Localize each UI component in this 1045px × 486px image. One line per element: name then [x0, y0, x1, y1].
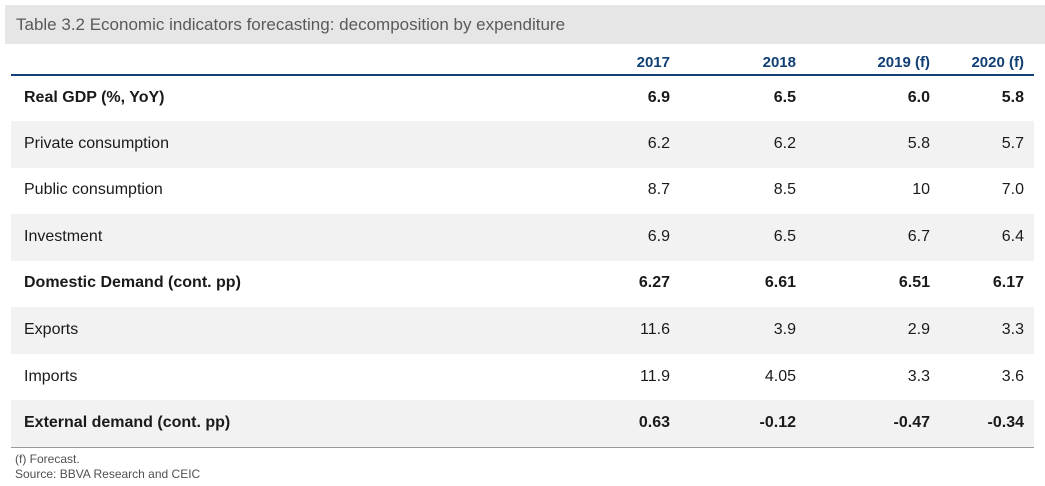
- forecast-note: (f) Forecast.: [15, 452, 80, 466]
- row-label: Private consumption: [24, 135, 169, 152]
- table-row-public-consumption: Public consumption 8.7 8.5 10 7.0: [11, 167, 1034, 214]
- row-label: Investment: [24, 228, 103, 245]
- cell-2018: 8.5: [773, 181, 796, 198]
- cell-2020: 5.8: [1001, 89, 1024, 106]
- table-row-external-demand: External demand (cont. pp) 0.63 -0.12 -0…: [11, 400, 1034, 447]
- table-row-private-consumption: Private consumption 6.2 6.2 5.8 5.7: [11, 121, 1034, 168]
- column-header-2017: 2017: [636, 54, 670, 71]
- cell-2020: 6.17: [992, 274, 1024, 291]
- cell-2017: 11.6: [640, 321, 670, 338]
- cell-2017: 6.27: [638, 274, 670, 291]
- cell-2019: 6.0: [907, 89, 930, 106]
- cell-2019: 6.7: [907, 228, 930, 245]
- cell-2020: 7.0: [1001, 181, 1024, 198]
- cell-2017: 6.9: [647, 89, 670, 106]
- table-header-row: 2017 2018 2019 (f) 2020 (f): [11, 44, 1034, 76]
- cell-2017: 6.2: [647, 135, 670, 152]
- cell-2019: 6.51: [898, 274, 930, 291]
- table-row-imports: Imports 11.9 4.05 3.3 3.6: [11, 354, 1034, 401]
- table-row-real-gdp: Real GDP (%, YoY) 6.9 6.5 6.0 5.8: [11, 75, 1034, 122]
- column-header-2018: 2018: [762, 54, 796, 71]
- table-notes: (f) Forecast. Source: BBVA Research and …: [15, 452, 200, 482]
- cell-2020: 6.4: [1001, 228, 1024, 245]
- row-label: Real GDP (%, YoY): [24, 89, 165, 106]
- cell-2019: 10: [912, 181, 930, 198]
- cell-2017: 8.7: [647, 181, 670, 198]
- source-note: Source: BBVA Research and CEIC: [15, 467, 201, 481]
- cell-2017: 0.63: [638, 414, 670, 431]
- cell-2018: 6.61: [764, 274, 796, 291]
- cell-2018: -0.12: [759, 414, 796, 431]
- cell-2017: 11.9: [640, 368, 670, 385]
- row-label: Exports: [24, 321, 79, 338]
- cell-2020: 5.7: [1001, 135, 1024, 152]
- row-label: Public consumption: [24, 181, 163, 198]
- table-row-exports: Exports 11.6 3.9 2.9 3.3: [11, 307, 1034, 354]
- row-label: Imports: [24, 368, 78, 385]
- cell-2018: 3.9: [773, 321, 796, 338]
- column-header-2019: 2019 (f): [877, 54, 930, 71]
- cell-2020: -0.34: [987, 414, 1024, 431]
- cell-2018: 6.5: [773, 89, 796, 106]
- column-header-2020: 2020 (f): [971, 54, 1024, 71]
- cell-2020: 3.6: [1001, 368, 1024, 385]
- cell-2019: 3.3: [907, 368, 930, 385]
- cell-2019: 5.8: [907, 135, 930, 152]
- row-label: External demand (cont. pp): [24, 414, 231, 431]
- cell-2018: 4.05: [764, 368, 796, 385]
- cell-2019: 2.9: [907, 321, 930, 338]
- table-title-bar: Table 3.2 Economic indicators forecastin…: [5, 5, 1045, 44]
- row-label: Domestic Demand (cont. pp): [24, 274, 241, 291]
- table-title: Table 3.2 Economic indicators forecastin…: [16, 15, 566, 34]
- cell-2018: 6.5: [773, 228, 796, 245]
- cell-2020: 3.3: [1001, 321, 1024, 338]
- table-row-investment: Investment 6.9 6.5 6.7 6.4: [11, 214, 1034, 261]
- table-row-domestic-demand: Domestic Demand (cont. pp) 6.27 6.61 6.5…: [11, 260, 1034, 307]
- cell-2017: 6.9: [647, 228, 670, 245]
- cell-2019: -0.47: [893, 414, 930, 431]
- cell-2018: 6.2: [773, 135, 796, 152]
- table-bottom-rule: [11, 447, 1034, 448]
